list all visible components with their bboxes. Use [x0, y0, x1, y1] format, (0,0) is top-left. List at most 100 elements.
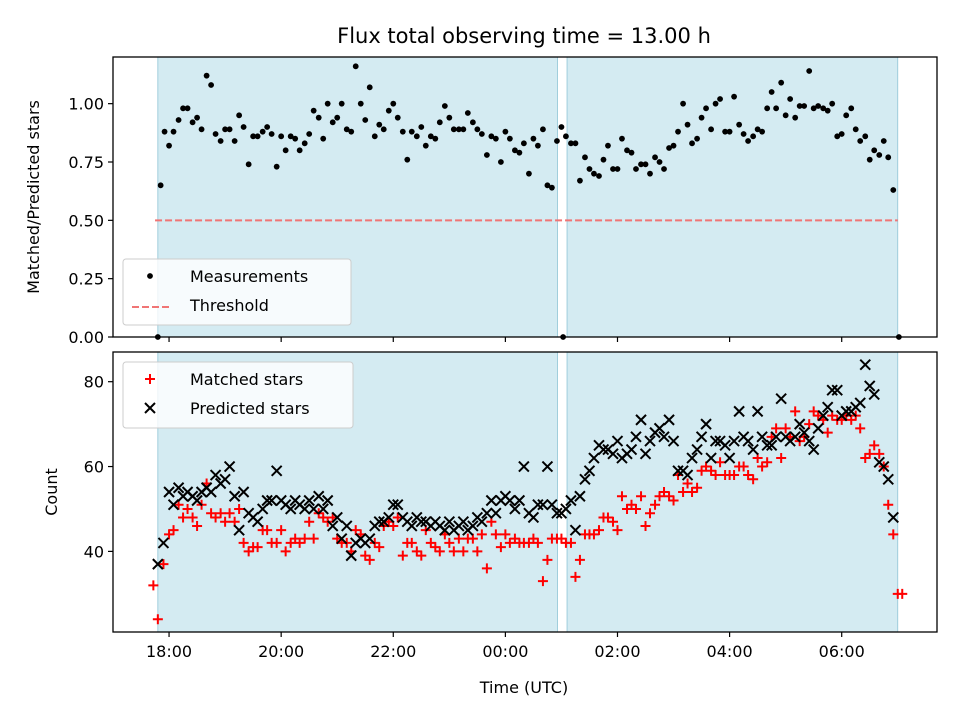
predicted-star-point: [878, 460, 890, 473]
matched-star-point: [738, 461, 749, 472]
measurement-point: [408, 128, 415, 135]
measurement-point: [624, 147, 630, 154]
predicted-star-point: [383, 511, 395, 524]
measurement-point: [717, 96, 723, 102]
measurement-point: [633, 166, 639, 172]
measurement-point: [885, 154, 892, 161]
matched-star-point: [434, 546, 445, 557]
matched-star-point: [864, 448, 875, 459]
predicted-star-point: [705, 452, 717, 464]
y-tick-label: 40: [84, 542, 104, 561]
measurement-point: [890, 187, 897, 193]
measurement-point: [483, 152, 490, 158]
x-tick-label: 06:00: [819, 642, 865, 661]
matched-star-point: [574, 554, 585, 565]
predicted-star-point: [803, 435, 815, 447]
measurement-point: [506, 135, 513, 142]
matched-star-point: [416, 550, 427, 561]
predicted-star-point: [373, 515, 385, 528]
legend-marker-dot: [147, 273, 153, 279]
predicted-star-point: [490, 507, 502, 519]
measurement-point: [488, 133, 495, 140]
predicted-star-point: [747, 443, 759, 456]
matched-star-point: [678, 487, 689, 497]
measurement-point: [502, 128, 509, 135]
matched-star-point: [640, 520, 651, 531]
measurement-point: [310, 107, 317, 114]
measurement-point: [268, 131, 275, 137]
matched-star-point: [612, 525, 623, 536]
matched-star-point: [869, 440, 880, 451]
matched-star-point: [757, 461, 768, 472]
measurement-point: [647, 170, 653, 177]
y-tick-label: 1.00: [68, 95, 104, 114]
measurement-point: [740, 131, 747, 137]
matched-star-point: [392, 512, 403, 523]
predicted-star-point: [237, 486, 250, 498]
measurement-point: [334, 114, 341, 121]
matched-star-point: [565, 537, 576, 548]
matched-star-point: [495, 542, 506, 553]
matched-star-point: [608, 516, 619, 527]
measurement-point: [413, 133, 420, 140]
measurement-point: [460, 126, 467, 133]
measurement-point: [254, 133, 261, 140]
measurement-point: [866, 156, 873, 163]
measurement-point: [245, 161, 252, 168]
matched-star-point: [743, 470, 754, 481]
matched-star-point: [187, 512, 198, 523]
measurement-point: [278, 133, 285, 140]
predicted-star-point: [751, 405, 764, 418]
predicted-star-point: [527, 511, 540, 524]
measurement-point: [544, 182, 551, 189]
matched-star-point: [813, 410, 824, 421]
measurement-point: [694, 135, 700, 142]
measurement-point: [782, 112, 789, 119]
predicted-star-point: [205, 486, 217, 498]
predicted-star-point: [485, 494, 498, 507]
predicted-star-point: [476, 515, 488, 528]
measurement-point: [432, 135, 439, 142]
measurement-point: [320, 135, 327, 142]
predicted-star-point: [415, 515, 428, 528]
measurement-point: [796, 103, 803, 109]
predicted-star-point: [331, 511, 343, 524]
predicted-star-point: [607, 448, 619, 460]
measurement-point: [474, 126, 481, 133]
measurement-point: [212, 131, 219, 137]
measurement-point: [689, 140, 695, 147]
predicted-star-point: [700, 418, 712, 430]
measurement-point: [380, 126, 387, 133]
predicted-star-point: [233, 524, 245, 536]
predicted-star-point: [831, 384, 843, 396]
measurement-point: [222, 126, 229, 133]
matched-star-point: [883, 499, 894, 510]
measurement-point: [203, 72, 210, 79]
predicted-star-point: [265, 494, 278, 507]
predicted-star-point: [709, 435, 722, 447]
measurement-point: [745, 138, 751, 144]
measurement-point: [577, 177, 583, 184]
predicted-star-point: [565, 494, 577, 507]
predicted-star-point: [228, 490, 241, 502]
predicted-star-point: [691, 443, 703, 456]
predicted-star-point: [864, 380, 876, 392]
predicted-star-point: [163, 486, 175, 498]
measurement-point: [376, 121, 383, 128]
measurement-point: [764, 105, 771, 112]
chart-title: Flux total observing time = 13.00 h: [337, 24, 711, 48]
measurement-point: [820, 105, 827, 112]
measurement-point: [418, 124, 425, 130]
measurement-point: [712, 100, 719, 107]
measurement-point: [572, 140, 579, 147]
measurement-point: [348, 128, 355, 135]
matched-star-point: [448, 546, 459, 557]
matched-star-point: [780, 423, 791, 434]
plot-area: [148, 359, 908, 625]
predicted-star-point: [789, 431, 801, 443]
matched-star-point: [636, 491, 647, 502]
matched-star-point: [224, 508, 235, 519]
matched-star-point: [152, 614, 163, 625]
measurement-point: [708, 126, 715, 133]
measurement-point: [838, 131, 845, 137]
